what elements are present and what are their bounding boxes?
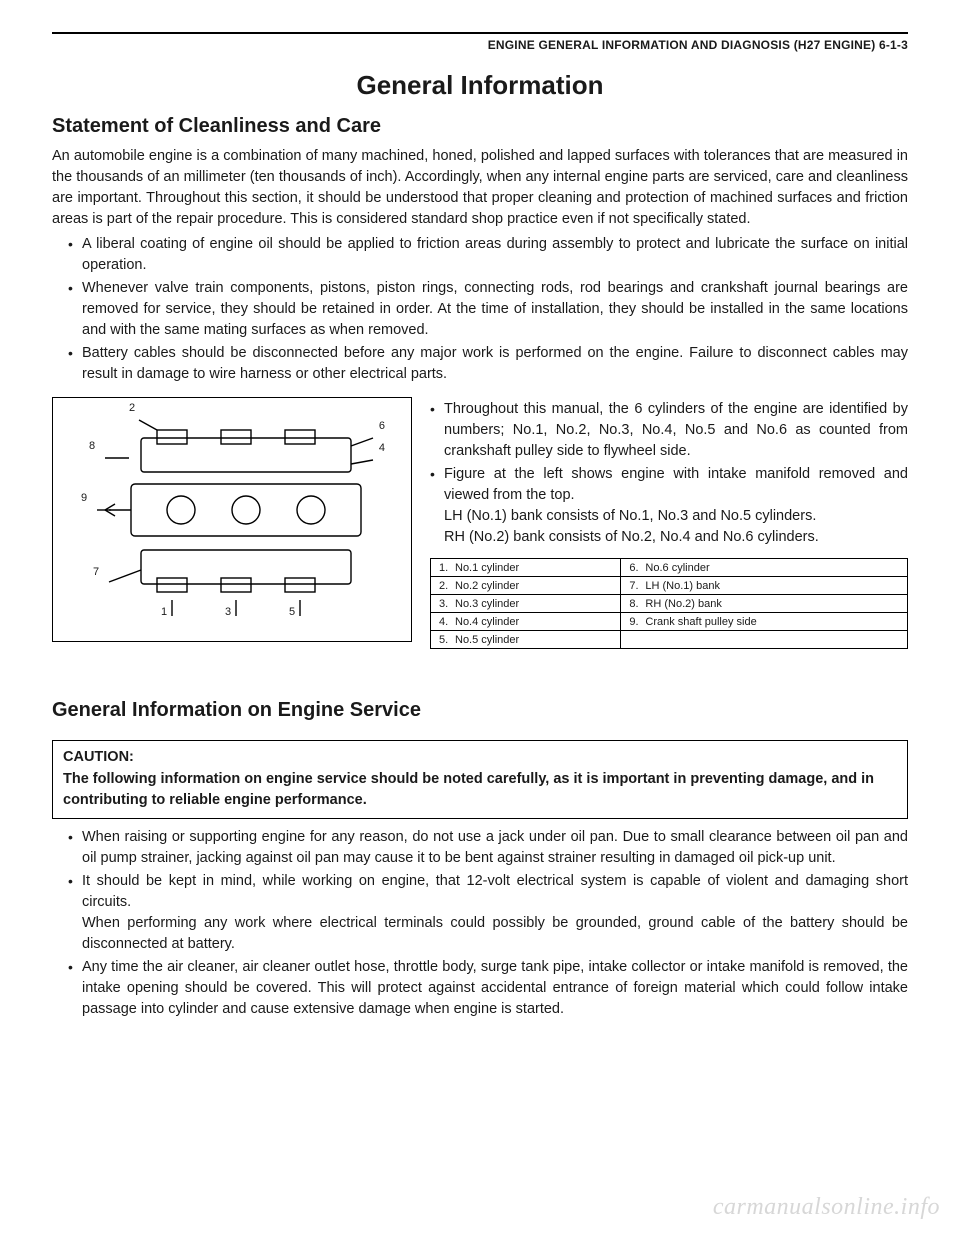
- caution-title: CAUTION:: [63, 749, 897, 765]
- running-head: ENGINE GENERAL INFORMATION AND DIAGNOSIS…: [52, 38, 908, 52]
- diagram-label-8: 8: [89, 440, 95, 452]
- legend-text: RH (No.2) bank: [645, 598, 721, 610]
- figure-bullets: Throughout this manual, the 6 cylinders …: [430, 399, 908, 548]
- legend-text: No.1 cylinder: [455, 562, 519, 574]
- diagram-label-5: 5: [289, 606, 295, 618]
- legend-text: LH (No.1) bank: [645, 580, 720, 592]
- diagram-label-4: 4: [379, 442, 385, 454]
- legend-num: 2.: [439, 580, 455, 592]
- legend-num: 4.: [439, 616, 455, 628]
- diagram-label-9: 9: [81, 492, 87, 504]
- table-row: 2.No.2 cylinder 7.LH (No.1) bank: [431, 577, 908, 595]
- figure-bullet-2-text: Figure at the left shows engine with int…: [444, 466, 908, 503]
- cylinder-legend-table: 1.No.1 cylinder 6.No.6 cylinder 2.No.2 c…: [430, 558, 908, 649]
- section2-bullets: When raising or supporting engine for an…: [52, 827, 908, 1020]
- list-item: A liberal coating of engine oil should b…: [68, 234, 908, 276]
- list-item: It should be kept in mind, while working…: [68, 871, 908, 955]
- list-item: When raising or supporting engine for an…: [68, 827, 908, 869]
- list-item: Any time the air cleaner, air cleaner ou…: [68, 957, 908, 1020]
- list-item: Figure at the left shows engine with int…: [430, 464, 908, 548]
- legend-text: No.6 cylinder: [645, 562, 709, 574]
- legend-num: 7.: [629, 580, 645, 592]
- legend-num: 6.: [629, 562, 645, 574]
- engine-diagram: 2 6 4 8 9 7 1 3 5: [52, 397, 412, 642]
- legend-text: No.3 cylinder: [455, 598, 519, 610]
- figure-sub-2: RH (No.2) bank consists of No.2, No.4 an…: [444, 527, 908, 548]
- legend-num: 8.: [629, 598, 645, 610]
- section1-heading: Statement of Cleanliness and Care: [52, 115, 908, 138]
- diagram-label-6: 6: [379, 420, 385, 432]
- legend-num: 9.: [629, 616, 645, 628]
- legend-text: No.5 cylinder: [455, 634, 519, 646]
- table-row: 4.No.4 cylinder 9.Crank shaft pulley sid…: [431, 613, 908, 631]
- engine-diagram-svg: [61, 410, 401, 630]
- page-title: General Information: [52, 70, 908, 101]
- watermark: carmanualsonline.info: [713, 1194, 940, 1221]
- list-item: Battery cables should be disconnected be…: [68, 343, 908, 385]
- caution-body: The following information on engine serv…: [63, 769, 897, 810]
- legend-num: 5.: [439, 634, 455, 646]
- caution-box: CAUTION: The following information on en…: [52, 740, 908, 819]
- table-row: 1.No.1 cylinder 6.No.6 cylinder: [431, 559, 908, 577]
- legend-num: 1.: [439, 562, 455, 574]
- table-row: 3.No.3 cylinder 8.RH (No.2) bank: [431, 595, 908, 613]
- list-item: Whenever valve train components, pistons…: [68, 278, 908, 341]
- section2-heading: General Information on Engine Service: [52, 699, 908, 722]
- section1-intro: An automobile engine is a combination of…: [52, 146, 908, 230]
- legend-text: No.4 cylinder: [455, 616, 519, 628]
- legend-text: Crank shaft pulley side: [645, 616, 756, 628]
- diagram-label-2: 2: [129, 402, 135, 414]
- diagram-label-3: 3: [225, 606, 231, 618]
- legend-num: 3.: [439, 598, 455, 610]
- figure-sub-1: LH (No.1) bank consists of No.1, No.3 an…: [444, 506, 908, 527]
- diagram-label-7: 7: [93, 566, 99, 578]
- diagram-label-1: 1: [161, 606, 167, 618]
- section1-bullets: A liberal coating of engine oil should b…: [52, 234, 908, 385]
- table-row: 5.No.5 cylinder: [431, 631, 908, 649]
- legend-text: No.2 cylinder: [455, 580, 519, 592]
- list-item: Throughout this manual, the 6 cylinders …: [430, 399, 908, 462]
